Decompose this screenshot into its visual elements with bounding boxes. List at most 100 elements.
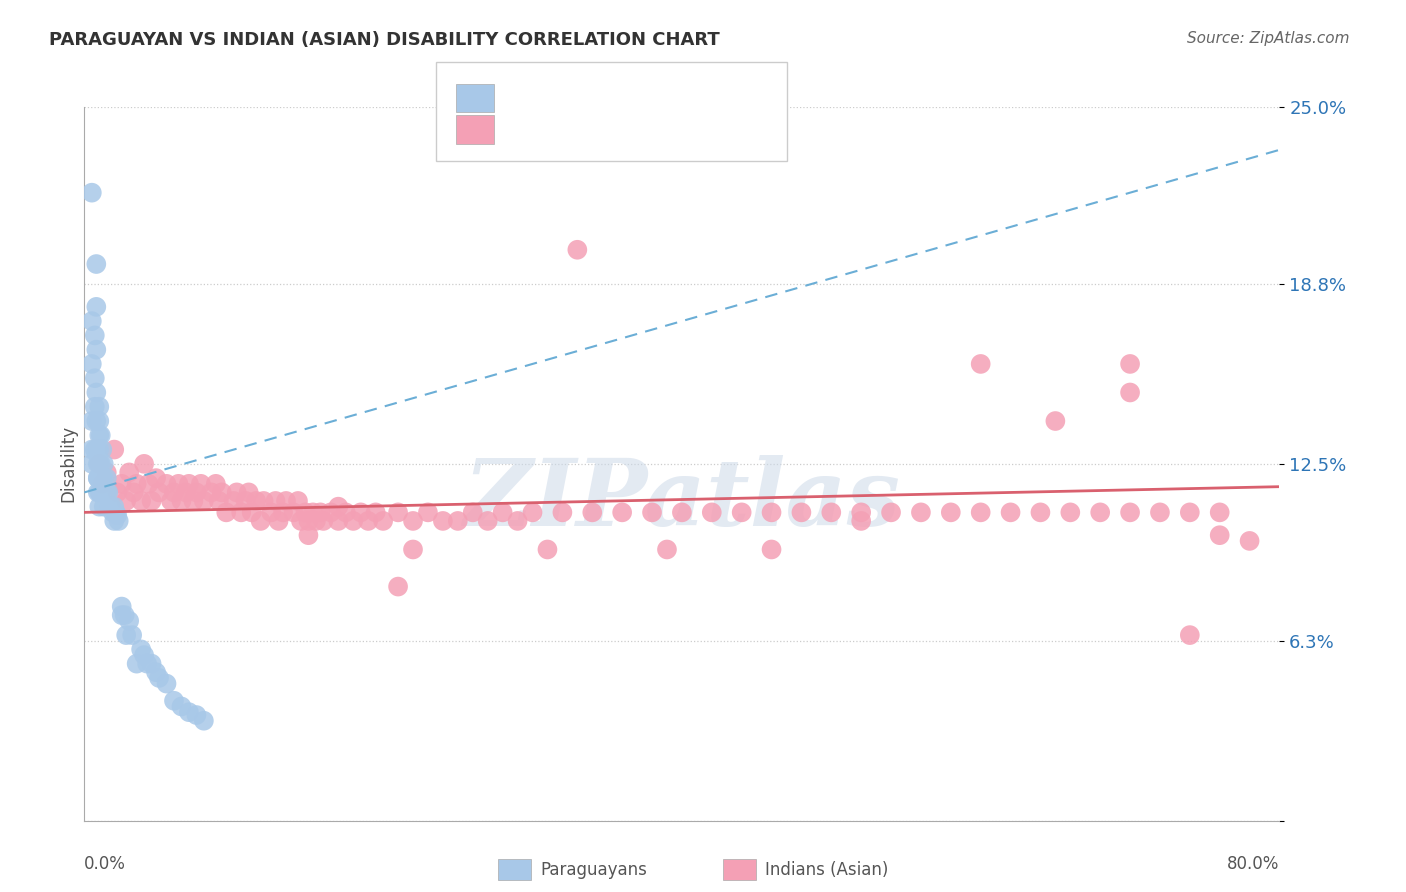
Point [107, 514, 129, 528]
Point [121, 628, 143, 642]
Point [103, 442, 125, 457]
Point [264, 494, 287, 508]
Point [222, 494, 245, 508]
Point [612, 505, 634, 519]
Point [294, 505, 316, 519]
Point [851, 505, 873, 519]
Point [91, 442, 114, 457]
Point [1119, 505, 1142, 519]
Point [364, 505, 387, 519]
Point [115, 628, 138, 642]
Point [290, 514, 312, 528]
Point [97, 485, 120, 500]
Text: R = 0.054: R = 0.054 [503, 89, 593, 107]
Point [83, 328, 105, 343]
Point [477, 514, 499, 528]
Point [132, 648, 156, 662]
Point [335, 505, 357, 519]
Point [89, 400, 111, 414]
Point [93, 457, 115, 471]
Point [1178, 628, 1201, 642]
Point [111, 476, 134, 491]
Point [174, 485, 197, 500]
Point [271, 505, 294, 519]
Point [350, 505, 373, 519]
Point [238, 485, 260, 500]
Point [105, 508, 128, 523]
Point [231, 505, 253, 519]
Point [761, 542, 783, 557]
Point [287, 494, 309, 508]
Text: N = 112: N = 112 [605, 120, 679, 138]
Text: N = 67: N = 67 [605, 89, 668, 107]
Point [522, 505, 544, 519]
Point [177, 476, 200, 491]
Point [387, 505, 409, 519]
Point [80, 314, 103, 328]
Point [163, 485, 186, 500]
Point [125, 476, 148, 491]
Point [1209, 505, 1232, 519]
Point [91, 476, 114, 491]
Point [90, 428, 112, 442]
Point [790, 505, 813, 519]
Point [240, 505, 263, 519]
Point [89, 485, 111, 500]
Point [910, 505, 932, 519]
Point [86, 343, 108, 357]
Point [402, 514, 425, 528]
Point [492, 505, 515, 519]
Point [87, 471, 110, 485]
Point [90, 457, 112, 471]
Point [274, 494, 297, 508]
Text: ZIPatlas: ZIPatlas [464, 455, 900, 544]
Point [103, 514, 125, 528]
Point [211, 485, 233, 500]
Point [447, 514, 470, 528]
Point [118, 466, 141, 480]
Point [103, 500, 125, 514]
Point [80, 357, 103, 371]
Point [200, 485, 222, 500]
Point [83, 371, 105, 385]
Point [80, 414, 103, 428]
Text: 80.0%: 80.0% [1227, 855, 1279, 873]
Point [267, 514, 290, 528]
Point [551, 505, 574, 519]
Point [129, 642, 152, 657]
Point [260, 505, 283, 519]
Point [183, 494, 205, 508]
Point [101, 505, 124, 519]
Point [89, 457, 111, 471]
Point [1119, 357, 1142, 371]
Point [80, 442, 103, 457]
Point [86, 300, 108, 314]
Text: R = 0.065: R = 0.065 [503, 120, 593, 138]
Point [208, 494, 231, 508]
Point [83, 400, 105, 414]
Point [89, 442, 111, 457]
Point [89, 414, 111, 428]
Point [89, 471, 111, 485]
Point [155, 476, 177, 491]
Point [89, 500, 111, 514]
Point [1209, 528, 1232, 542]
Point [177, 705, 200, 719]
Point [132, 457, 156, 471]
Point [302, 505, 325, 519]
Point [145, 665, 167, 680]
Point [342, 514, 364, 528]
Point [98, 500, 121, 514]
Point [1178, 505, 1201, 519]
Point [461, 505, 484, 519]
Point [114, 608, 136, 623]
Y-axis label: Disability: Disability [59, 425, 77, 502]
Point [700, 505, 723, 519]
Point [1000, 505, 1022, 519]
Point [141, 494, 163, 508]
Point [1090, 505, 1112, 519]
Point [297, 528, 319, 542]
Point [970, 357, 993, 371]
Point [671, 505, 693, 519]
Point [1059, 505, 1081, 519]
